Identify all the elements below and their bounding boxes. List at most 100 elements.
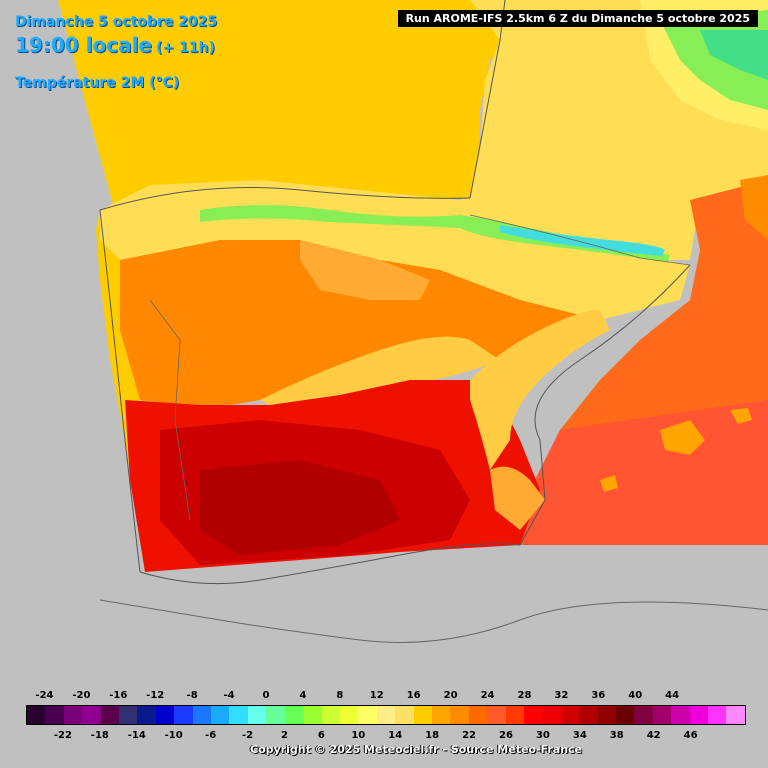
legend-label-top: -12 (146, 690, 165, 701)
legend-label-top: -20 (72, 690, 91, 701)
legend-swatch (431, 706, 451, 724)
legend-swatch (247, 706, 267, 724)
legend-label-top: 8 (336, 690, 344, 701)
france-spain-border (469, 214, 691, 266)
legend-label-top: -16 (109, 690, 128, 701)
legend-label-bottom: 14 (388, 730, 403, 741)
east-coastline (519, 264, 691, 546)
med-sea-south (520, 400, 768, 545)
west-coastline (99, 209, 141, 573)
legend-label-top: -4 (223, 690, 235, 701)
legend-swatch (450, 706, 469, 724)
legend-label-top: 40 (628, 690, 643, 701)
interior-region (120, 240, 600, 410)
legend-label-bottom: 26 (499, 730, 513, 741)
legend-swatch (616, 706, 635, 724)
legend-swatch (523, 706, 543, 724)
legend-swatch (211, 706, 230, 724)
southeast-hills (490, 466, 545, 530)
legend-label-top: 16 (406, 690, 421, 701)
east-highlands (470, 310, 610, 470)
local-time: 19:00 locale (15, 33, 152, 57)
legend-label-bottom: 22 (462, 730, 477, 741)
south-coastline (139, 543, 521, 585)
legend-label-bottom: -2 (241, 730, 254, 741)
legend-label-bottom: 18 (425, 730, 440, 741)
legend-swatch (45, 706, 64, 724)
legend-label-top: 4 (299, 690, 307, 701)
forecast-date: Dimanche 5 octobre 2025 (15, 14, 218, 30)
legend-swatch (395, 706, 414, 724)
legend-swatch (284, 706, 304, 724)
legend-label-bottom: 34 (572, 730, 587, 741)
gulf-lion (740, 175, 768, 240)
legend-swatch (82, 706, 101, 724)
legend-swatch (174, 706, 193, 724)
legend-label-bottom: 46 (683, 730, 698, 741)
mountain-band (200, 205, 670, 262)
north-coastline (99, 187, 471, 211)
legend-label-bottom: -10 (164, 730, 183, 741)
legend-swatch (487, 706, 506, 724)
meseta-north (300, 240, 430, 300)
legend-swatch (155, 706, 175, 724)
central-mountains (260, 336, 500, 410)
legend-swatch (63, 706, 83, 724)
legend-label-bottom: -18 (90, 730, 109, 741)
copyright-text: Copyright © 2025 Meteociel.fr - Source M… (250, 743, 583, 756)
legend-swatch (689, 706, 709, 724)
legend-swatch (100, 706, 120, 724)
legend-label-bottom: 38 (609, 730, 624, 741)
legend-label-bottom: 2 (280, 730, 288, 741)
legend-label-bottom: 10 (351, 730, 366, 741)
legend-swatch (321, 706, 340, 724)
africa-coastline (99, 599, 768, 643)
legend-label-bottom: 6 (317, 730, 325, 741)
legend-swatch (119, 706, 138, 724)
lead-time: (+ 11h) (156, 40, 215, 56)
legend-swatch (560, 706, 580, 724)
legend-swatch (505, 706, 524, 724)
portugal-border (149, 299, 191, 521)
atlantic-sea-region (58, 0, 520, 572)
legend-swatch (671, 706, 690, 724)
legend-label-top: 0 (262, 690, 270, 701)
legend-swatch (468, 706, 488, 724)
legend-label-bottom: 30 (535, 730, 550, 741)
legend-swatch (708, 706, 727, 724)
legend-label-bottom: 42 (646, 730, 661, 741)
legend-swatch (229, 706, 248, 724)
hottest-region (200, 460, 400, 555)
legend-swatch (413, 706, 432, 724)
alps-high (700, 30, 768, 80)
legend-swatch (303, 706, 322, 724)
ibiza-island (600, 475, 618, 492)
forecast-time: 19:00 locale (+ 11h) (15, 33, 215, 57)
legend-swatch (579, 706, 598, 724)
legend-swatch (376, 706, 396, 724)
legend-label-top: 12 (369, 690, 384, 701)
legend-label-top: 36 (591, 690, 606, 701)
legend-label-bottom: -6 (205, 730, 217, 741)
legend-label-top: 28 (517, 690, 532, 701)
legend-swatch (597, 706, 616, 724)
parameter-title: Température 2M (°C) (15, 75, 180, 91)
legend-swatch (339, 706, 359, 724)
pyrenees-high (500, 225, 665, 256)
legend-label-top: -8 (186, 690, 198, 701)
legend-label-top: 24 (480, 690, 495, 701)
legend-label-bottom: -14 (127, 730, 146, 741)
legend-label-top: 44 (665, 690, 680, 701)
legend-swatch (137, 706, 156, 724)
legend-swatch (726, 706, 745, 724)
legend-label-bottom: -22 (53, 730, 72, 741)
legend-label-top: 32 (554, 690, 569, 701)
legend-swatch (27, 706, 46, 724)
legend-swatch (266, 706, 285, 724)
france-atlantic-coastline (469, 0, 506, 199)
color-scale-legend (26, 705, 746, 725)
legend-swatch (192, 706, 212, 724)
legend-swatch (358, 706, 377, 724)
